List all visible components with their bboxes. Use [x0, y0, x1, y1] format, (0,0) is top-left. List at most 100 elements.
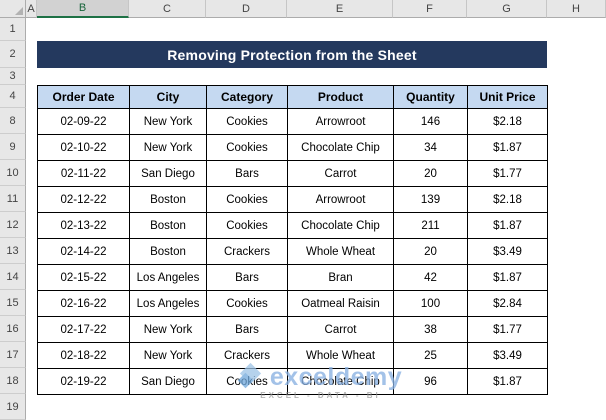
table-row: 02-15-22 Los Angeles Bars Bran 42 $1.87	[37, 264, 548, 291]
table-cell[interactable]: $2.84	[467, 290, 548, 317]
table-cell[interactable]: San Diego	[129, 368, 207, 395]
table-cell[interactable]: Crackers	[206, 238, 288, 265]
table-cell[interactable]: Whole Wheat	[287, 342, 394, 369]
row-header-3[interactable]: 3	[0, 68, 26, 85]
row-header-10[interactable]: 10	[0, 160, 26, 186]
table-cell[interactable]: 139	[393, 186, 468, 213]
table-cell[interactable]: $2.18	[467, 186, 548, 213]
table-cell[interactable]: Carrot	[287, 160, 394, 187]
column-header-G[interactable]: G	[467, 0, 547, 18]
table-cell[interactable]: 02-13-22	[37, 212, 130, 239]
table-cell[interactable]: Los Angeles	[129, 264, 207, 291]
table-cell[interactable]: Cookies	[206, 186, 288, 213]
table-cell[interactable]: Chocolate Chip	[287, 212, 394, 239]
table-cell[interactable]: 02-19-22	[37, 368, 130, 395]
table-header-city[interactable]: City	[129, 85, 207, 109]
table-cell[interactable]: $1.87	[467, 212, 548, 239]
table-cell[interactable]: Cookies	[206, 290, 288, 317]
column-header-B[interactable]: B	[37, 0, 129, 18]
table-cell[interactable]: New York	[129, 342, 207, 369]
table-cell[interactable]: 96	[393, 368, 468, 395]
table-cell[interactable]: Bars	[206, 316, 288, 343]
row-header-13[interactable]: 13	[0, 238, 26, 264]
table-cell[interactable]: 02-14-22	[37, 238, 130, 265]
row-header-12[interactable]: 12	[0, 212, 26, 238]
row-header-1[interactable]: 1	[0, 18, 26, 41]
table-cell[interactable]: 02-18-22	[37, 342, 130, 369]
table-cell[interactable]: New York	[129, 108, 207, 135]
column-header-C[interactable]: C	[129, 0, 206, 18]
row-header-14[interactable]: 14	[0, 264, 26, 290]
table-row: 02-17-22 New York Bars Carrot 38 $1.77	[37, 316, 548, 343]
table-cell[interactable]: Cookies	[206, 368, 288, 395]
table-header-order-date[interactable]: Order Date	[37, 85, 130, 109]
table-cell[interactable]: Arrowroot	[287, 108, 394, 135]
table-cell[interactable]: 02-16-22	[37, 290, 130, 317]
table-cell[interactable]: 20	[393, 160, 468, 187]
table-cell[interactable]: Boston	[129, 212, 207, 239]
table-cell[interactable]: $1.77	[467, 316, 548, 343]
table-cell[interactable]: 20	[393, 238, 468, 265]
table-cell[interactable]: 100	[393, 290, 468, 317]
table-cell[interactable]: $1.87	[467, 134, 548, 161]
table-header-product[interactable]: Product	[287, 85, 394, 109]
row-header-17[interactable]: 17	[0, 342, 26, 368]
table-cell[interactable]: Bran	[287, 264, 394, 291]
row-header-11[interactable]: 11	[0, 186, 26, 212]
table-cell[interactable]: New York	[129, 316, 207, 343]
table-cell[interactable]: 02-12-22	[37, 186, 130, 213]
table-cell[interactable]: 02-09-22	[37, 108, 130, 135]
table-cell[interactable]: 02-10-22	[37, 134, 130, 161]
table-header-unit-price[interactable]: Unit Price	[467, 85, 548, 109]
table-cell[interactable]: New York	[129, 134, 207, 161]
row-header-19[interactable]: 19	[0, 394, 26, 420]
table-cell[interactable]: Carrot	[287, 316, 394, 343]
table-cell[interactable]: $2.18	[467, 108, 548, 135]
row-header-18[interactable]: 18	[0, 368, 26, 394]
table-cell[interactable]: $1.87	[467, 368, 548, 395]
column-header-A[interactable]: A	[26, 0, 37, 18]
row-header-2[interactable]: 2	[0, 41, 26, 68]
row-header-4[interactable]: 4	[0, 85, 26, 108]
table-cell[interactable]: 34	[393, 134, 468, 161]
table-cell[interactable]: 42	[393, 264, 468, 291]
table-cell[interactable]: Cookies	[206, 108, 288, 135]
table-cell[interactable]: Bars	[206, 264, 288, 291]
row-header-9[interactable]: 9	[0, 134, 26, 160]
row-header-16[interactable]: 16	[0, 316, 26, 342]
table-cell[interactable]: $1.87	[467, 264, 548, 291]
table-header-category[interactable]: Category	[206, 85, 288, 109]
table-cell[interactable]: 25	[393, 342, 468, 369]
table-cell[interactable]: Los Angeles	[129, 290, 207, 317]
table-cell[interactable]: Boston	[129, 186, 207, 213]
table-cell[interactable]: San Diego	[129, 160, 207, 187]
table-cell[interactable]: $1.77	[467, 160, 548, 187]
table-cell[interactable]: Oatmeal Raisin	[287, 290, 394, 317]
table-cell[interactable]: Cookies	[206, 134, 288, 161]
column-header-E[interactable]: E	[287, 0, 393, 18]
table-cell[interactable]: $3.49	[467, 342, 548, 369]
title-banner-cell[interactable]: Removing Protection from the Sheet	[37, 41, 547, 68]
row-header-8[interactable]: 8	[0, 108, 26, 134]
table-cell[interactable]: 02-15-22	[37, 264, 130, 291]
table-cell[interactable]: Bars	[206, 160, 288, 187]
table-header-quantity[interactable]: Quantity	[393, 85, 468, 109]
row-header-15[interactable]: 15	[0, 290, 26, 316]
table-cell[interactable]: 02-17-22	[37, 316, 130, 343]
table-cell[interactable]: Cookies	[206, 212, 288, 239]
column-header-F[interactable]: F	[393, 0, 467, 18]
table-cell[interactable]: $3.49	[467, 238, 548, 265]
table-cell[interactable]: Crackers	[206, 342, 288, 369]
column-header-D[interactable]: D	[206, 0, 287, 18]
table-cell[interactable]: Arrowroot	[287, 186, 394, 213]
table-cell[interactable]: Chocolate Chip	[287, 134, 394, 161]
column-header-H[interactable]: H	[547, 0, 606, 18]
table-cell[interactable]: 02-11-22	[37, 160, 130, 187]
table-cell[interactable]: Boston	[129, 238, 207, 265]
table-cell[interactable]: 38	[393, 316, 468, 343]
table-cell[interactable]: Chocolate Chip	[287, 368, 394, 395]
select-all-button[interactable]	[0, 0, 26, 18]
table-cell[interactable]: 146	[393, 108, 468, 135]
table-cell[interactable]: 211	[393, 212, 468, 239]
table-cell[interactable]: Whole Wheat	[287, 238, 394, 265]
